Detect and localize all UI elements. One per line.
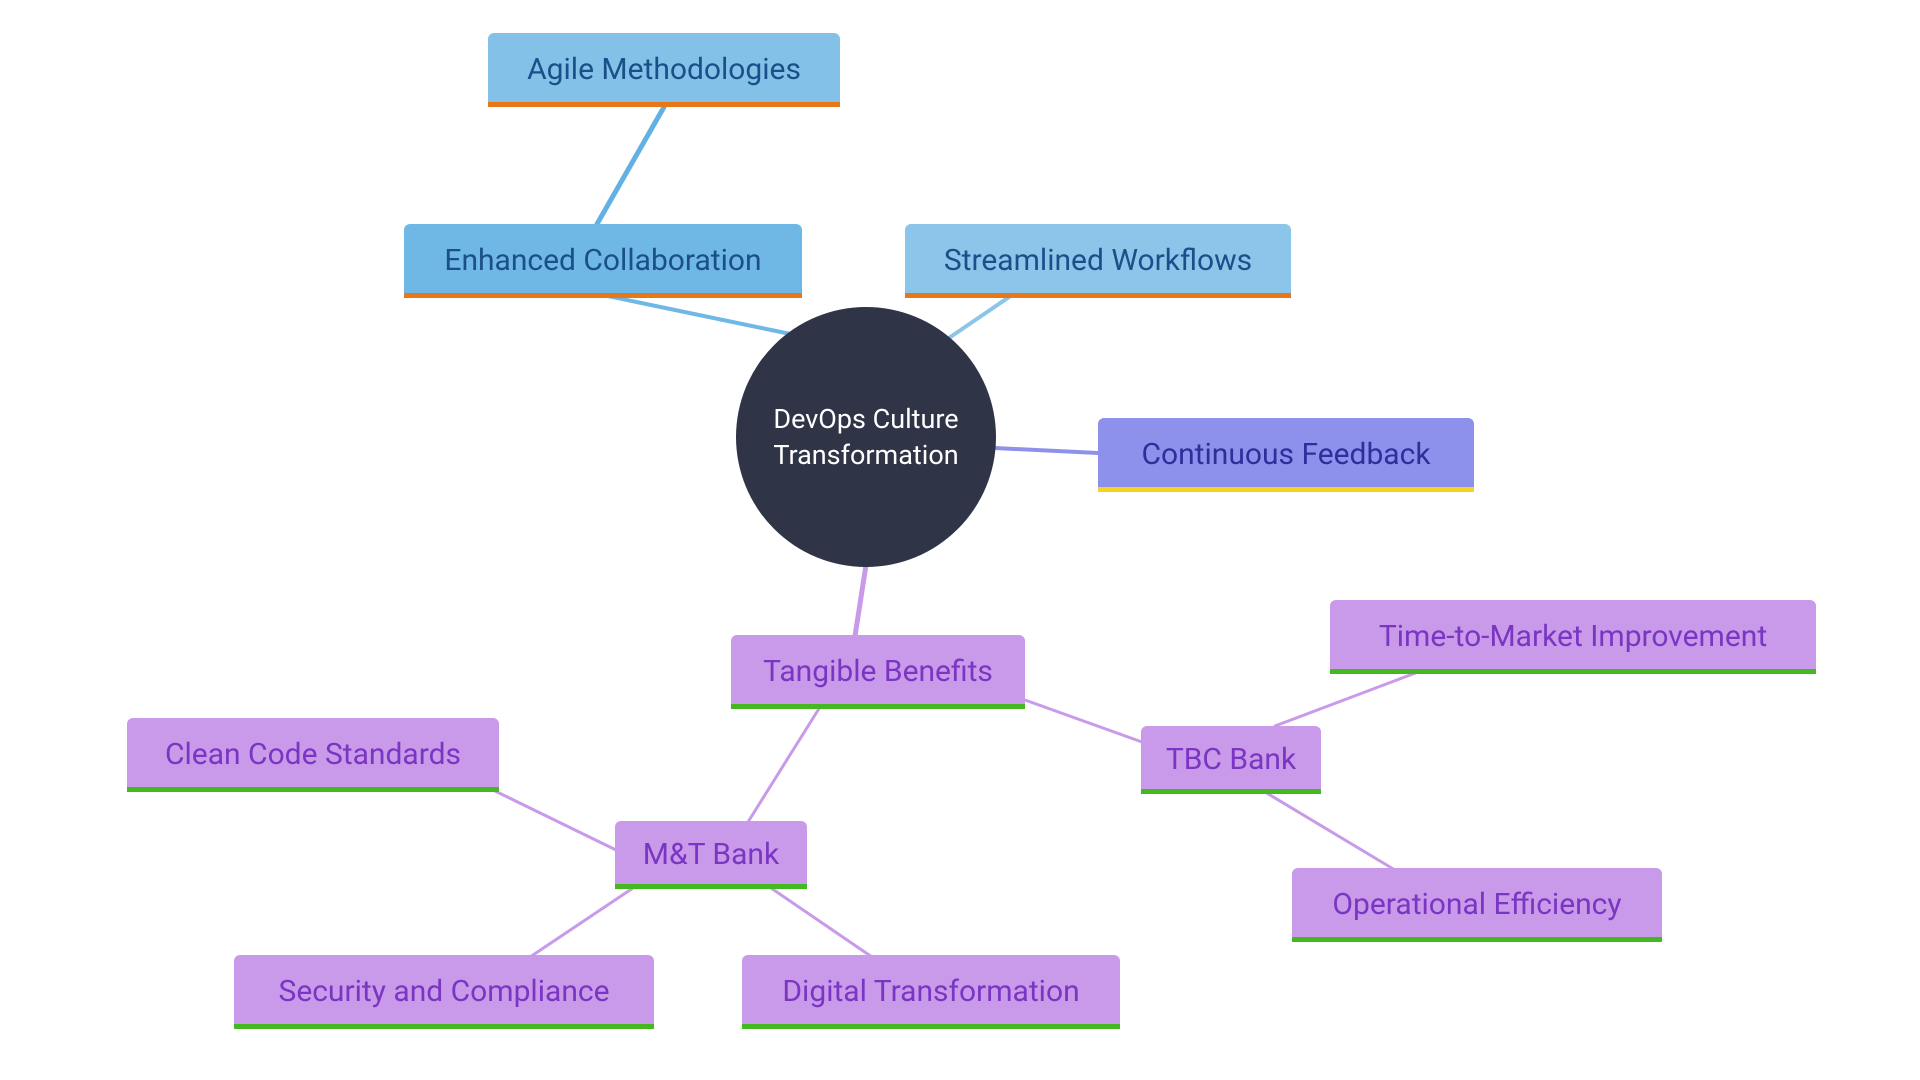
- node-label: Agile Methodologies: [527, 52, 801, 88]
- node-label: Digital Transformation: [782, 974, 1079, 1010]
- node-label: Streamlined Workflows: [944, 243, 1252, 279]
- diagram-canvas: DevOps CultureTransformation Agile Metho…: [0, 0, 1920, 1080]
- node-ttm: Time-to-Market Improvement: [1330, 600, 1816, 674]
- node-label: M&T Bank: [643, 837, 779, 873]
- node-label: Time-to-Market Improvement: [1379, 619, 1767, 655]
- node-label: Security and Compliance: [279, 974, 610, 1010]
- node-op_eff: Operational Efficiency: [1292, 868, 1662, 942]
- node-stream_wf: Streamlined Workflows: [905, 224, 1291, 298]
- node-label: TBC Bank: [1166, 742, 1296, 778]
- node-underline: [1098, 487, 1474, 492]
- node-label: Tangible Benefits: [763, 654, 993, 690]
- node-underline: [127, 787, 499, 792]
- node-label: Operational Efficiency: [1332, 887, 1621, 923]
- node-underline: [404, 293, 802, 298]
- node-tbc: TBC Bank: [1141, 726, 1321, 794]
- node-underline: [742, 1024, 1120, 1029]
- node-sec_comp: Security and Compliance: [234, 955, 654, 1029]
- node-enh_collab: Enhanced Collaboration: [404, 224, 802, 298]
- center-node: DevOps CultureTransformation: [736, 307, 996, 567]
- node-agile: Agile Methodologies: [488, 33, 840, 107]
- node-tangible: Tangible Benefits: [731, 635, 1025, 709]
- node-clean_code: Clean Code Standards: [127, 718, 499, 792]
- node-cont_fb: Continuous Feedback: [1098, 418, 1474, 492]
- node-underline: [1292, 937, 1662, 942]
- node-underline: [1141, 789, 1321, 794]
- node-dig_trans: Digital Transformation: [742, 955, 1120, 1029]
- node-label: Enhanced Collaboration: [444, 243, 761, 279]
- node-label: Continuous Feedback: [1141, 437, 1430, 473]
- node-underline: [488, 102, 840, 107]
- node-underline: [731, 704, 1025, 709]
- node-label: Clean Code Standards: [165, 737, 461, 773]
- node-underline: [1330, 669, 1816, 674]
- node-underline: [234, 1024, 654, 1029]
- node-mt: M&T Bank: [615, 821, 807, 889]
- node-underline: [905, 293, 1291, 298]
- node-underline: [615, 884, 807, 889]
- center-node-label: DevOps CultureTransformation: [773, 401, 958, 474]
